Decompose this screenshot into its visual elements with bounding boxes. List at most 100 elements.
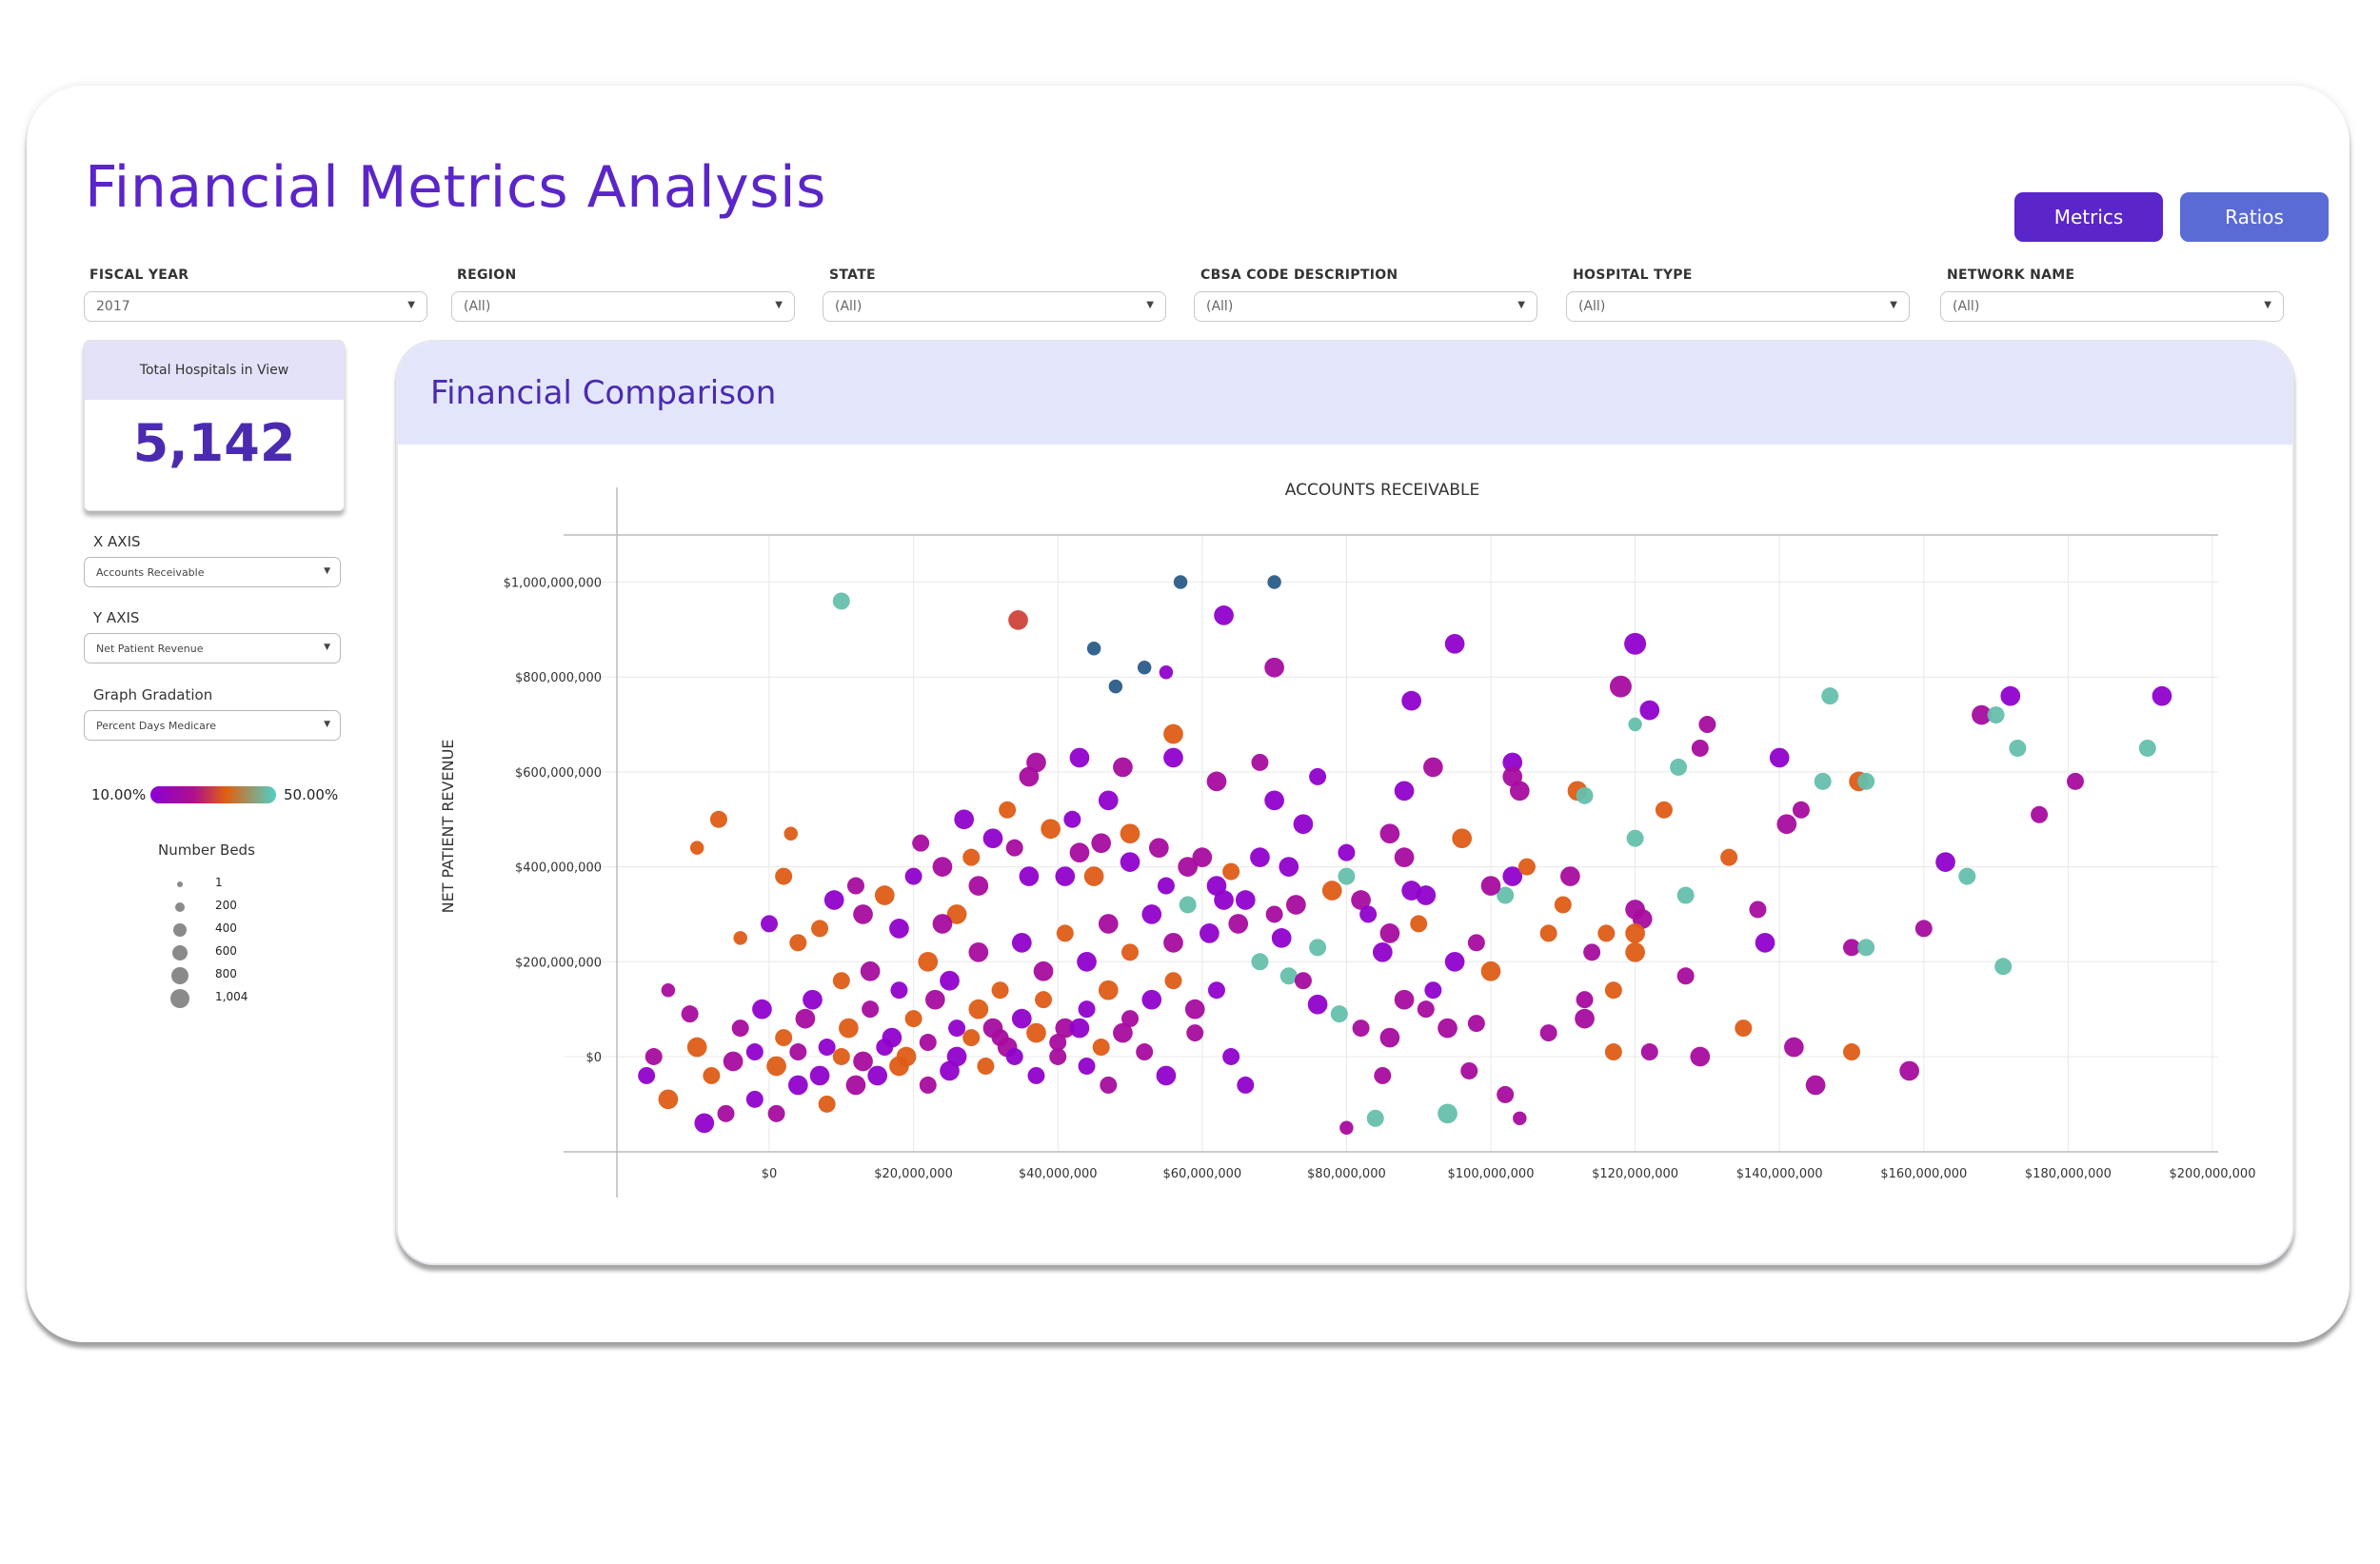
state-select[interactable]: (All) ▼	[823, 291, 1166, 322]
data-point	[1639, 700, 1660, 721]
data-point	[1539, 1024, 1557, 1042]
data-point	[1698, 716, 1716, 734]
hospital-type-select[interactable]: (All) ▼	[1566, 291, 1910, 322]
data-point	[853, 1051, 873, 1072]
network-name-select[interactable]: (All) ▼	[1940, 291, 2284, 322]
data-point	[1776, 814, 1797, 835]
data-point	[1265, 905, 1283, 923]
color-legend-min: 10.00%	[91, 786, 147, 803]
metrics-button[interactable]: Metrics	[2014, 192, 2163, 242]
data-point	[1843, 1043, 1860, 1061]
data-point	[1769, 747, 1790, 768]
y-axis-select[interactable]: Net Patient Revenue ▼	[84, 633, 341, 663]
data-point	[1011, 1008, 1032, 1029]
data-point	[1098, 914, 1119, 934]
data-point	[1338, 843, 1356, 861]
data-point	[783, 826, 798, 841]
data-point	[1005, 839, 1023, 857]
data-point	[1843, 939, 1860, 957]
data-point	[703, 1066, 721, 1084]
ratios-button[interactable]: Ratios	[2180, 192, 2329, 242]
data-point	[1372, 941, 1393, 962]
size-dot	[177, 881, 183, 887]
x-tick-label: $100,000,000	[1448, 1167, 1535, 1181]
data-point	[1626, 829, 1644, 847]
chevron-down-icon: ▼	[1517, 300, 1525, 310]
data-point	[1576, 786, 1594, 804]
x-tick-label: $60,000,000	[1162, 1167, 1241, 1181]
data-point	[1228, 914, 1249, 934]
gradation-select[interactable]: Percent Days Medicare ▼	[84, 710, 341, 741]
data-point	[803, 989, 823, 1010]
data-point	[1091, 833, 1112, 854]
y-tick-label: $200,000,000	[515, 956, 602, 970]
data-point	[982, 1018, 1003, 1039]
data-point	[1576, 991, 1594, 1009]
data-point	[1113, 1022, 1133, 1043]
cbsa-select[interactable]: (All) ▼	[1194, 291, 1537, 322]
fiscal-year-select[interactable]: 2017 ▼	[84, 291, 427, 322]
data-point	[1136, 1043, 1154, 1061]
data-point	[1366, 1109, 1384, 1127]
data-point	[1063, 810, 1081, 828]
size-legend-item: 1	[162, 875, 276, 896]
data-point	[1720, 848, 1738, 866]
data-point	[977, 1057, 995, 1075]
data-point	[1078, 1000, 1096, 1019]
data-point	[1309, 767, 1327, 785]
data-point	[1609, 675, 1632, 698]
data-point	[1264, 790, 1284, 811]
region-select[interactable]: (All) ▼	[451, 291, 795, 322]
data-point	[890, 981, 908, 1000]
color-gradient-bar	[150, 786, 276, 803]
data-point	[867, 1065, 888, 1086]
x-axis-value: Accounts Receivable	[96, 565, 205, 579]
data-point	[818, 1095, 836, 1113]
data-point	[733, 931, 747, 945]
size-dot	[173, 923, 187, 937]
size-legend-title: Number Beds	[158, 841, 255, 859]
data-point	[1285, 895, 1306, 915]
data-point	[2009, 739, 2027, 757]
data-point	[1857, 939, 1875, 957]
filter-label-hospital-type: HOSPITAL TYPE	[1573, 267, 1693, 283]
data-point	[982, 828, 1003, 849]
data-point	[1159, 664, 1174, 680]
x-axis-select[interactable]: Accounts Receivable ▼	[84, 557, 341, 587]
data-point	[1178, 857, 1198, 877]
data-point	[1207, 981, 1225, 1000]
data-point	[919, 1076, 937, 1094]
cbsa-value: (All)	[1206, 299, 1234, 314]
fiscal-year-value: 2017	[96, 299, 130, 314]
data-point	[1157, 877, 1175, 895]
size-legend-label: 400	[215, 921, 237, 935]
data-point	[1120, 823, 1140, 844]
data-point	[924, 989, 945, 1010]
y-axis-value: Net Patient Revenue	[96, 642, 204, 655]
kpi-label: Total Hospitals in View	[85, 341, 344, 400]
data-point	[1069, 747, 1090, 768]
data-point	[823, 890, 844, 910]
data-point	[752, 999, 772, 1020]
data-point	[1625, 923, 1645, 943]
data-point	[962, 848, 981, 866]
data-point	[968, 999, 989, 1020]
data-point	[1237, 1076, 1255, 1094]
data-point	[1267, 575, 1281, 589]
data-point	[1792, 801, 1810, 819]
data-point	[717, 1104, 735, 1122]
data-point	[1735, 1020, 1753, 1038]
size-dot	[172, 945, 188, 960]
data-point	[1120, 852, 1140, 872]
data-point	[1805, 1075, 1826, 1096]
data-point	[1821, 687, 1839, 705]
data-point	[2138, 739, 2156, 757]
data-point	[1670, 758, 1688, 776]
data-point	[1467, 934, 1485, 952]
data-point	[1173, 575, 1188, 589]
data-point	[1502, 766, 1523, 787]
data-point	[940, 1060, 960, 1081]
data-point	[1374, 1066, 1392, 1084]
data-point	[1749, 901, 1767, 919]
chevron-down-icon: ▼	[324, 720, 330, 729]
